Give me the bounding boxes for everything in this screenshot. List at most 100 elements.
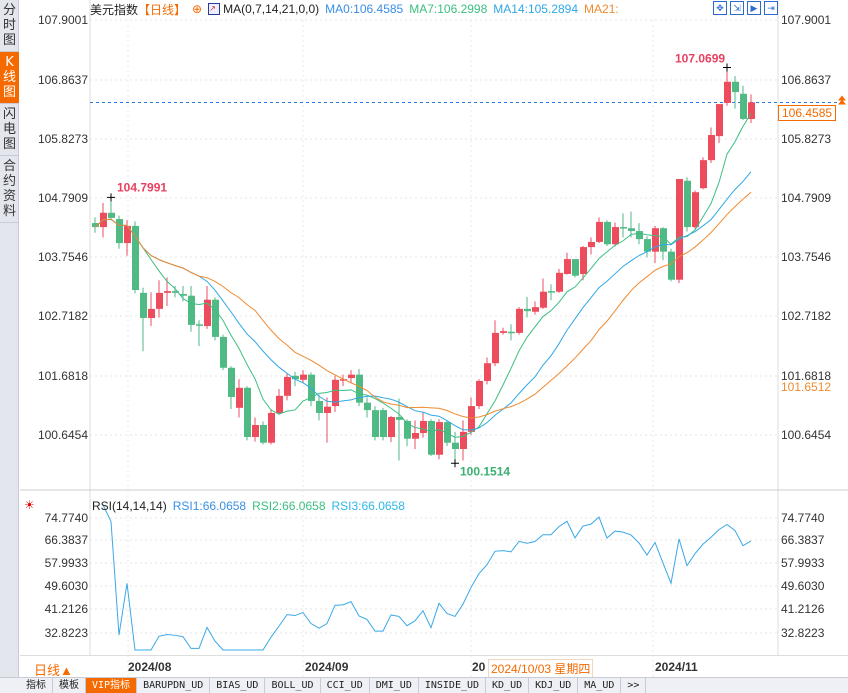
sidebar-tab-timeshare[interactable]: 分时图 <box>0 0 19 52</box>
candle-down <box>188 295 195 325</box>
extreme-label: 100.1514 <box>460 464 510 478</box>
indicator-tab[interactable]: >> <box>621 678 647 693</box>
rsi-axis-label-right: 74.7740 <box>781 511 825 525</box>
candle-up <box>716 104 723 137</box>
candle-down <box>524 308 531 312</box>
candle-up <box>476 380 483 407</box>
candle-down <box>684 180 691 228</box>
candle-up <box>148 308 155 319</box>
time-label: 20 <box>472 660 486 674</box>
indicator-tab[interactable]: MA_UD <box>578 678 622 693</box>
candle-down <box>108 212 115 218</box>
candle-down <box>452 442 459 450</box>
price-axis-label-left: 104.7909 <box>37 191 88 205</box>
crosshair-marker-icon <box>107 193 115 202</box>
price-axis-label-left: 102.7182 <box>37 309 88 323</box>
candle-up <box>612 227 619 245</box>
candle-up <box>348 374 355 379</box>
rsi-axis-label-left: 57.9933 <box>44 556 88 570</box>
symbol-name: 美元指数 <box>90 2 139 17</box>
period-label[interactable]: 【日线】 <box>138 2 187 17</box>
candle-up <box>436 422 443 455</box>
zoom-in-icon[interactable]: ⇲ <box>730 1 744 15</box>
candle-up <box>724 81 731 103</box>
candle-up <box>492 332 499 364</box>
indicator-tab[interactable]: BIAS_UD <box>210 678 266 693</box>
ma7-line <box>94 113 752 438</box>
candle-down <box>172 291 179 293</box>
period-button[interactable]: 日线▲ <box>34 663 73 678</box>
candle-up <box>412 432 419 439</box>
sidebar-tab-contract-info[interactable]: 合约资料 <box>0 156 19 223</box>
current-price-tag: 106.4585 <box>778 105 837 121</box>
indicator-tab[interactable]: BOLL_UD <box>265 678 321 693</box>
rsi2-value: RSI2:66.0658 <box>252 499 326 513</box>
price-axis-label-left: 106.8637 <box>37 73 88 87</box>
indicator-tab[interactable]: CCI_UD <box>321 678 370 693</box>
sidebar-tab-flash[interactable]: 闪电图 <box>0 104 19 156</box>
ma21-value: MA21: <box>584 2 619 16</box>
indicator-tab[interactable]: KD_UD <box>486 678 530 693</box>
candle-down <box>644 239 651 252</box>
candle-up <box>532 307 539 312</box>
candle-down <box>180 293 187 296</box>
candle-up <box>580 247 587 274</box>
candle-down <box>572 259 579 276</box>
price-chart[interactable]: 104.7991 100.1514 107.0699 <box>0 0 848 677</box>
candle-up <box>700 160 707 189</box>
price-axis-label-left: 105.8273 <box>37 132 88 146</box>
candle-up <box>164 291 171 293</box>
indicator-tab[interactable]: BARUPDN_UD <box>137 678 211 693</box>
crosshair-icon[interactable]: ✥ <box>713 1 727 15</box>
candle-up <box>468 406 475 432</box>
rsi-axis-label-right: 41.2126 <box>781 602 825 616</box>
indicator-tabs: 指标 模板 VIP指标 BARUPDN_UD BIAS_UD BOLL_UD CCI_UD D… <box>0 677 848 693</box>
candle-down <box>212 299 219 337</box>
indicator-tab[interactable]: KDJ_UD <box>529 678 579 693</box>
sidebar-tab-kline[interactable]: K线图 <box>0 52 19 104</box>
price-axis-label-right: 107.9001 <box>781 13 832 27</box>
indicator-tab[interactable]: INSIDE_UD <box>419 678 487 693</box>
time-label: 2024/08 <box>128 660 172 674</box>
time-label: 2024/11 <box>655 660 698 674</box>
candle-up <box>596 221 603 242</box>
indicator-tab[interactable]: VIP指标 <box>86 678 138 693</box>
candle-down <box>380 410 387 437</box>
settings-icon[interactable]: ⊕ <box>192 2 203 16</box>
candle-down <box>508 331 515 334</box>
candle-up <box>300 374 307 380</box>
rsi-axis-label-right: 57.9933 <box>781 556 825 570</box>
candle-down <box>260 424 267 443</box>
indicator-tab[interactable]: 指标 <box>20 678 53 693</box>
candle-down <box>140 292 147 319</box>
candle-down <box>668 251 675 280</box>
candle-up <box>460 431 467 450</box>
candle-down <box>228 367 235 397</box>
indicator-tab[interactable]: 模板 <box>53 678 86 693</box>
candle-down <box>220 336 227 368</box>
candle-down <box>308 374 315 401</box>
candle-up <box>564 259 571 274</box>
rsi3-value: RSI3:66.0658 <box>331 499 405 513</box>
candle-down <box>444 422 451 443</box>
candle-down <box>404 420 411 439</box>
candle-up <box>324 406 331 413</box>
ma21-line <box>94 191 752 419</box>
end-icon[interactable]: ⇥ <box>764 1 778 15</box>
candle-up <box>556 272 563 292</box>
candle-down <box>628 228 635 232</box>
indicator-tab[interactable]: DMI_UD <box>370 678 419 693</box>
crosshair-marker-icon <box>723 63 731 72</box>
candle-up <box>420 420 427 433</box>
current-price-arrow-icon <box>838 95 846 105</box>
price-axis-label-right: 103.7546 <box>781 250 832 264</box>
price-axis-label-right: 102.7182 <box>781 309 832 323</box>
zoom-out-icon[interactable]: ▶ <box>747 1 761 15</box>
rsi-axis-label-left: 32.8223 <box>44 626 88 640</box>
rsi-axis-label-left: 66.3837 <box>44 533 88 547</box>
indicator-icon[interactable]: ↗ <box>208 3 221 15</box>
rsi-axis-label-left: 41.2126 <box>44 602 88 616</box>
candle-down <box>316 400 323 413</box>
candle-down <box>548 291 555 293</box>
rsi-settings-icon[interactable]: ☀ <box>24 498 35 512</box>
